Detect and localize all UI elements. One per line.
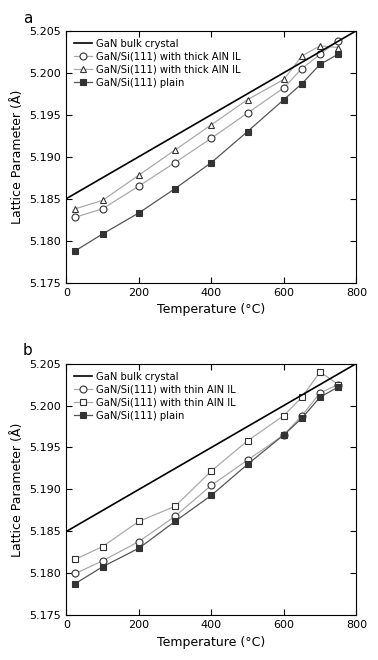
GaN/Si(111) with thin AlN IL [209,481,214,489]
GaN/Si(111) with thick AlN IL [245,96,250,104]
GaN/Si(111) with thick AlN IL [300,52,304,60]
Line: GaN/Si(111) with thin AlN IL: GaN/Si(111) with thin AlN IL [72,368,342,563]
GaN/Si(111) with thin AlN IL [136,517,141,525]
GaN/Si(111) with thick AlN IL [100,205,105,213]
GaN/Si(111) with thick AlN IL [173,158,177,166]
GaN/Si(111) with thick AlN IL [136,171,141,179]
GaN/Si(111) with thin AlN IL [318,389,322,397]
Y-axis label: Lattice Parameter (Å): Lattice Parameter (Å) [11,90,24,224]
GaN/Si(111) with thick AlN IL [209,134,214,142]
GaN/Si(111) plain [100,563,105,571]
GaN/Si(111) plain [173,517,177,525]
GaN/Si(111) with thick AlN IL [100,197,105,205]
GaN/Si(111) plain [209,158,214,166]
GaN/Si(111) plain [336,50,341,58]
GaN/Si(111) with thin AlN IL [300,412,304,420]
GaN/Si(111) with thin AlN IL [100,543,105,550]
GaN/Si(111) with thin AlN IL [173,512,177,520]
GaN/Si(111) with thick AlN IL [73,205,77,213]
GaN/Si(111) with thin AlN IL [318,368,322,376]
GaN/Si(111) with thin AlN IL [336,381,341,389]
Legend: GaN bulk crystal, GaN/Si(111) with thick AlN IL, GaN/Si(111) with thick AlN IL, : GaN bulk crystal, GaN/Si(111) with thick… [71,36,244,90]
GaN/Si(111) with thin AlN IL [245,456,250,464]
GaN/Si(111) with thin AlN IL [73,555,77,563]
GaN/Si(111) plain [300,414,304,422]
GaN/Si(111) with thick AlN IL [336,44,341,51]
GaN/Si(111) plain [282,96,286,104]
GaN/Si(111) with thin AlN IL [282,431,286,439]
GaN/Si(111) with thin AlN IL [300,393,304,401]
GaN/Si(111) plain [209,492,214,500]
GaN/Si(111) with thin AlN IL [209,467,214,475]
X-axis label: Temperature (°C): Temperature (°C) [157,636,265,649]
GaN/Si(111) plain [73,579,77,587]
Text: a: a [23,11,32,26]
GaN/Si(111) plain [136,209,141,217]
GaN/Si(111) plain [245,127,250,135]
Y-axis label: Lattice Parameter (Å): Lattice Parameter (Å) [11,422,24,556]
Line: GaN/Si(111) with thin AlN IL: GaN/Si(111) with thin AlN IL [72,381,342,577]
GaN/Si(111) with thin AlN IL [282,412,286,420]
GaN/Si(111) with thick AlN IL [209,121,214,129]
GaN/Si(111) with thick AlN IL [336,37,341,45]
Line: GaN/Si(111) plain: GaN/Si(111) plain [72,51,342,254]
Legend: GaN bulk crystal, GaN/Si(111) with thin AlN IL, GaN/Si(111) with thin AlN IL, Ga: GaN bulk crystal, GaN/Si(111) with thin … [71,368,239,424]
GaN/Si(111) plain [282,431,286,439]
GaN/Si(111) with thick AlN IL [173,146,177,154]
GaN/Si(111) plain [136,544,141,552]
GaN/Si(111) plain [100,230,105,238]
GaN/Si(111) plain [300,80,304,88]
GaN/Si(111) with thick AlN IL [282,84,286,92]
GaN/Si(111) with thin AlN IL [245,437,250,445]
GaN/Si(111) plain [173,185,177,193]
GaN/Si(111) with thick AlN IL [318,50,322,58]
GaN/Si(111) with thin AlN IL [73,570,77,578]
Line: GaN/Si(111) plain: GaN/Si(111) plain [72,383,342,587]
GaN/Si(111) with thick AlN IL [282,75,286,83]
GaN/Si(111) plain [73,247,77,255]
GaN/Si(111) plain [245,460,250,468]
GaN/Si(111) with thick AlN IL [318,42,322,50]
GaN/Si(111) with thick AlN IL [136,182,141,190]
GaN/Si(111) with thick AlN IL [73,213,77,221]
GaN/Si(111) with thin AlN IL [136,538,141,546]
Line: GaN/Si(111) with thick AlN IL: GaN/Si(111) with thick AlN IL [72,42,342,213]
GaN/Si(111) with thick AlN IL [245,109,250,117]
GaN/Si(111) with thick AlN IL [300,65,304,73]
GaN/Si(111) with thin AlN IL [100,557,105,565]
GaN/Si(111) with thin AlN IL [336,381,341,389]
GaN/Si(111) plain [336,383,341,391]
GaN/Si(111) with thin AlN IL [173,502,177,510]
Text: b: b [23,343,33,358]
GaN/Si(111) plain [318,393,322,401]
GaN/Si(111) plain [318,60,322,68]
Line: GaN/Si(111) with thick AlN IL: GaN/Si(111) with thick AlN IL [72,38,342,220]
X-axis label: Temperature (°C): Temperature (°C) [157,303,265,316]
